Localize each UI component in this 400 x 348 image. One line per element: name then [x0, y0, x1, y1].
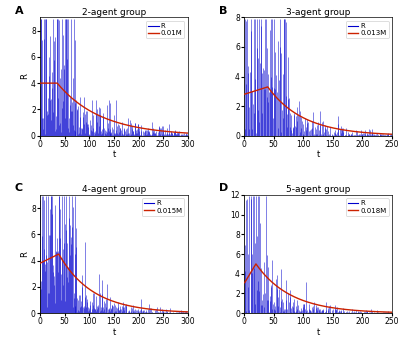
0.013M	[345, 128, 350, 133]
0.018M	[302, 299, 307, 303]
0.013M	[328, 125, 333, 129]
Line: 0.01M: 0.01M	[40, 83, 188, 133]
Title: 3-agent group: 3-agent group	[286, 8, 350, 17]
0.013M	[304, 117, 309, 121]
Text: A: A	[15, 6, 24, 16]
Text: D: D	[219, 183, 228, 193]
Title: 2-agent group: 2-agent group	[82, 8, 146, 17]
X-axis label: t: t	[112, 150, 116, 159]
Y-axis label: R: R	[20, 74, 30, 79]
Title: 4-agent group: 4-agent group	[82, 185, 146, 194]
0.01M	[126, 123, 131, 127]
X-axis label: t: t	[316, 150, 320, 159]
Line: 0.015M: 0.015M	[40, 254, 188, 312]
0.015M	[186, 310, 190, 314]
0.018M	[242, 280, 247, 285]
0.018M	[254, 262, 258, 266]
0.01M	[186, 131, 190, 135]
Text: C: C	[15, 183, 23, 193]
0.015M	[172, 309, 177, 313]
0.018M	[384, 310, 389, 314]
Legend: R, 0.018M: R, 0.018M	[346, 198, 388, 216]
0.015M	[163, 309, 168, 313]
0.015M	[126, 303, 131, 308]
0.015M	[129, 304, 134, 308]
Legend: R, 0.01M: R, 0.01M	[146, 21, 184, 38]
Legend: R, 0.015M: R, 0.015M	[142, 198, 184, 216]
0.013M	[242, 92, 247, 96]
0.018M	[390, 310, 394, 314]
X-axis label: t: t	[112, 328, 116, 337]
0.018M	[304, 300, 309, 304]
0.01M	[172, 130, 176, 134]
0.015M	[56, 252, 61, 256]
0.015M	[38, 261, 43, 265]
0.018M	[345, 308, 350, 312]
Legend: R, 0.013M: R, 0.013M	[346, 21, 388, 38]
Line: 0.013M: 0.013M	[245, 87, 392, 134]
Line: 0.018M: 0.018M	[245, 264, 392, 312]
Title: 5-agent group: 5-agent group	[286, 185, 350, 194]
0.01M	[38, 81, 43, 85]
0.013M	[384, 132, 389, 136]
0.018M	[267, 278, 272, 282]
0.015M	[38, 261, 43, 265]
0.013M	[390, 132, 394, 136]
0.01M	[162, 129, 167, 133]
0.015M	[126, 303, 131, 308]
Y-axis label: R: R	[20, 251, 30, 257]
X-axis label: t: t	[316, 328, 320, 337]
0.01M	[125, 123, 130, 127]
0.013M	[302, 116, 307, 120]
0.013M	[265, 85, 270, 89]
0.01M	[128, 124, 133, 128]
0.013M	[267, 87, 272, 92]
0.01M	[38, 81, 43, 85]
0.018M	[328, 305, 333, 309]
Text: B: B	[219, 6, 227, 16]
